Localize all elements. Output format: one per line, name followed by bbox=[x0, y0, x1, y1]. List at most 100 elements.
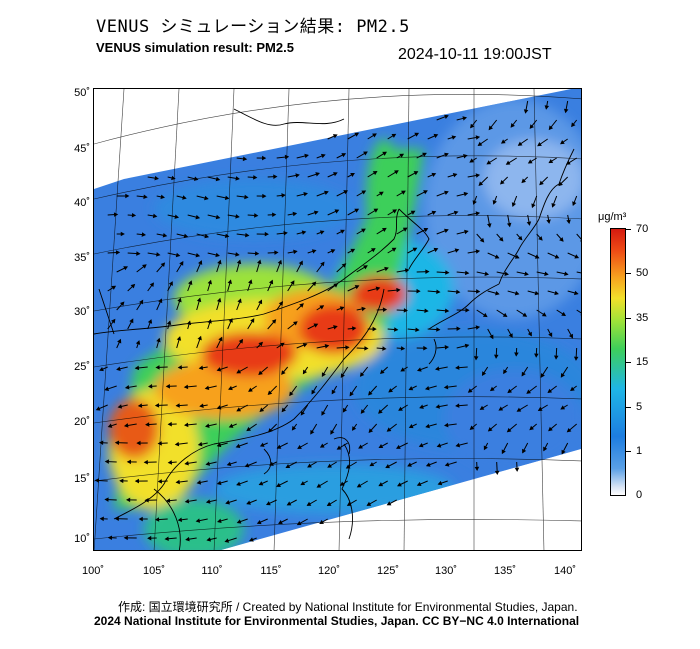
wind-vector-head bbox=[452, 173, 458, 178]
wind-vector-head bbox=[425, 423, 430, 429]
wind-vector-head bbox=[224, 233, 230, 239]
wind-vector-head bbox=[502, 312, 508, 318]
wind-vector-head bbox=[469, 425, 475, 430]
wind-vector-head bbox=[386, 427, 392, 432]
wind-vector-head bbox=[360, 409, 366, 414]
wind-vector-head bbox=[218, 336, 223, 342]
wind-vector-head bbox=[350, 172, 355, 178]
wind-vector-head bbox=[537, 141, 542, 147]
wind-vector-head bbox=[407, 462, 412, 467]
wind-vector-head bbox=[373, 208, 379, 213]
wind-vector-head bbox=[511, 202, 517, 207]
wind-vector-head bbox=[341, 153, 347, 158]
wind-vector-head bbox=[378, 409, 383, 414]
wind-vector-head bbox=[306, 501, 312, 506]
wind-vector-head bbox=[250, 318, 255, 323]
wind-vector-head bbox=[278, 301, 284, 306]
wind-vector-head bbox=[267, 390, 273, 396]
wind-vector-head bbox=[265, 501, 271, 506]
wind-vector-head bbox=[564, 271, 569, 276]
wind-vector-head bbox=[476, 289, 481, 294]
wind-vector-head bbox=[193, 176, 199, 181]
wind-vector-head bbox=[508, 333, 513, 338]
wind-vector-head bbox=[196, 480, 202, 485]
wind-vector-head bbox=[339, 481, 345, 486]
wind-vector-head bbox=[391, 133, 397, 138]
wind-vector-head bbox=[156, 252, 161, 257]
wind-vector-head bbox=[333, 172, 338, 177]
wind-vector-head bbox=[504, 271, 509, 276]
wind-vector-head bbox=[534, 254, 540, 259]
lat-tick-label: 15˚ bbox=[74, 473, 90, 485]
wind-vector-head bbox=[489, 386, 495, 392]
wind-vector-head bbox=[276, 444, 282, 449]
wind-vector-head bbox=[484, 271, 490, 277]
wind-vector-head bbox=[177, 297, 182, 303]
forecast-timestamp: 2024-10-11 19:00JST bbox=[398, 46, 552, 63]
wind-vector-head bbox=[501, 449, 506, 455]
wind-vector-head bbox=[340, 373, 345, 378]
wind-vectors-layer bbox=[94, 100, 581, 543]
wind-vector-head bbox=[131, 212, 137, 218]
wind-vector-head bbox=[257, 259, 262, 265]
wind-vector-head bbox=[444, 308, 450, 314]
wind-vector-head bbox=[235, 252, 240, 257]
wind-vector-head bbox=[224, 538, 230, 543]
wind-vector-head bbox=[415, 327, 420, 333]
colorbar-label: 35 bbox=[636, 312, 649, 324]
wind-vector-head bbox=[123, 423, 129, 428]
wind-vector-head bbox=[236, 519, 242, 524]
wind-vector-head bbox=[487, 223, 492, 228]
wind-vector-head bbox=[361, 228, 366, 233]
colorbar-tick bbox=[626, 451, 631, 452]
lat-tick-label: 20˚ bbox=[74, 416, 90, 428]
wind-vector-head bbox=[538, 236, 543, 241]
wind-vector-head bbox=[378, 444, 384, 449]
wind-vector-head bbox=[506, 222, 512, 228]
wind-vector-head bbox=[244, 194, 249, 200]
wind-vector-head bbox=[254, 251, 260, 256]
wind-vector-head bbox=[113, 212, 119, 217]
lat-tick-label: 50˚ bbox=[74, 87, 90, 99]
wind-vector-head bbox=[195, 252, 201, 258]
wind-vector-head bbox=[517, 235, 523, 241]
wind-vector-head bbox=[554, 290, 559, 296]
wind-vector-head bbox=[436, 443, 442, 448]
wind-vector-head bbox=[141, 232, 147, 237]
wind-vector-head bbox=[204, 385, 210, 391]
lat-tick-label: 40˚ bbox=[74, 197, 90, 209]
wind-vector-head bbox=[304, 153, 309, 159]
wind-vector-head bbox=[361, 306, 366, 312]
wind-vector-head bbox=[204, 233, 210, 239]
wind-vector-head bbox=[527, 331, 532, 337]
wind-vector-head bbox=[327, 463, 332, 468]
wind-vector-head bbox=[343, 190, 349, 195]
wind-vector-head bbox=[364, 346, 369, 351]
wind-vector-head bbox=[529, 425, 534, 431]
wind-vector-head bbox=[481, 371, 487, 376]
wind-vector-head bbox=[246, 500, 251, 505]
wind-vector-head bbox=[302, 343, 308, 348]
wind-vector-head bbox=[291, 425, 297, 431]
wind-vector-head bbox=[354, 208, 360, 213]
wind-vector-head bbox=[292, 211, 298, 217]
wind-vector-head bbox=[107, 423, 113, 428]
wind-vector-head bbox=[321, 410, 326, 416]
wind-vector-head bbox=[524, 271, 529, 276]
wind-vector-head bbox=[311, 281, 317, 287]
wind-vector-head bbox=[117, 338, 122, 344]
colorbar-label: 15 bbox=[636, 356, 649, 368]
wind-vector-head bbox=[313, 323, 319, 328]
wind-vector-head bbox=[548, 426, 553, 432]
colorbar-label: 70 bbox=[636, 223, 649, 235]
wind-vector-head bbox=[346, 501, 352, 506]
wind-vector-head bbox=[331, 389, 336, 395]
wind-vector-head bbox=[176, 336, 182, 341]
wind-vector-head bbox=[492, 200, 497, 205]
wind-vector-head bbox=[125, 193, 130, 199]
wind-vector-head bbox=[217, 259, 222, 265]
wind-vector-head bbox=[559, 237, 564, 242]
wind-vector-head bbox=[307, 463, 312, 468]
wind-vector-head bbox=[147, 535, 152, 541]
wind-vector-head bbox=[391, 247, 397, 252]
